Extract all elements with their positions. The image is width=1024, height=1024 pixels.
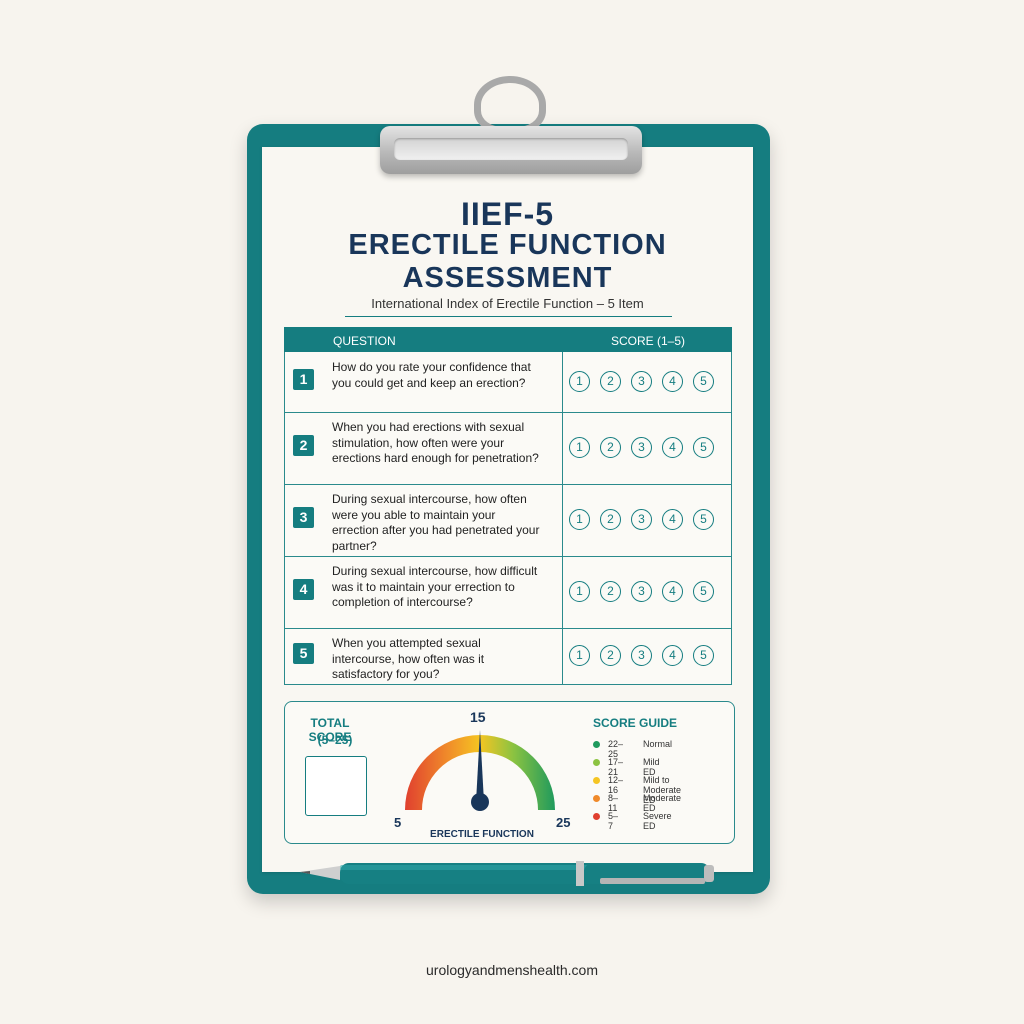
question-text: When you had erections with sexual stimu… xyxy=(332,420,539,465)
score-option-5[interactable]: 5 xyxy=(693,371,714,392)
question-number: 2 xyxy=(293,435,314,456)
column-header-question: QUESTION xyxy=(333,334,396,348)
score-option-3[interactable]: 3 xyxy=(631,437,652,458)
score-guide-range: 8–11 xyxy=(608,793,619,813)
score-guide-dot xyxy=(593,741,600,748)
score-option-5[interactable]: 5 xyxy=(693,581,714,602)
gauge-arc xyxy=(405,735,555,810)
score-option-1[interactable]: 1 xyxy=(569,645,590,666)
score-guide-dot xyxy=(593,759,600,766)
question-number: 1 xyxy=(293,369,314,390)
title-line-1: IIEF-5 xyxy=(460,196,555,232)
gauge-mid-label: 15 xyxy=(470,709,486,725)
table-row: 5 When you attempted sexual intercourse, … xyxy=(285,628,731,684)
score-guide-label: Severe ED xyxy=(643,811,672,831)
question-table xyxy=(284,327,732,685)
column-header-score: SCORE (1–5) xyxy=(611,334,686,348)
score-option-3[interactable]: 3 xyxy=(631,509,652,530)
gauge-max-label: 25 xyxy=(556,815,571,830)
clip-hole xyxy=(494,92,526,114)
score-option-4[interactable]: 4 xyxy=(662,581,683,602)
title-line-2: ERECTILE FUNCTION xyxy=(348,229,667,261)
clip-plate-icon xyxy=(380,126,642,174)
score-option-3[interactable]: 3 xyxy=(631,581,652,602)
score-option-5[interactable]: 5 xyxy=(693,437,714,458)
score-guide-range: 17–21 xyxy=(608,757,624,777)
score-option-4[interactable]: 4 xyxy=(662,645,683,666)
question-text: During sexual intercourse, how often wer… xyxy=(332,492,540,553)
score-guide-range: 22–25 xyxy=(608,739,624,759)
score-guide-range: 5–7 xyxy=(608,811,619,831)
score-guide-range: 12–16 xyxy=(608,775,624,795)
subtitle: International Index of Erectile Function… xyxy=(371,296,644,311)
table-row: 2 When you had erections with sexual stim… xyxy=(285,412,731,485)
total-score-range: (5–25) xyxy=(317,733,353,747)
score-option-2[interactable]: 2 xyxy=(600,371,621,392)
score-option-1[interactable]: 1 xyxy=(569,581,590,602)
footer-website: urologyandmenshealth.com xyxy=(426,962,598,978)
score-option-5[interactable]: 5 xyxy=(693,645,714,666)
question-number: 5 xyxy=(293,643,314,664)
question-number: 3 xyxy=(293,507,314,528)
question-text: How do you rate your confidence that you… xyxy=(332,360,531,390)
score-guide-label: Moderate ED xyxy=(643,793,682,813)
score-option-2[interactable]: 2 xyxy=(600,437,621,458)
score-option-3[interactable]: 3 xyxy=(631,645,652,666)
score-option-4[interactable]: 4 xyxy=(662,509,683,530)
score-option-4[interactable]: 4 xyxy=(662,371,683,392)
score-option-1[interactable]: 1 xyxy=(569,371,590,392)
question-text: During sexual intercourse, how difficult… xyxy=(332,564,538,609)
score-guide-label: Normal xyxy=(643,739,673,749)
score-option-2[interactable]: 2 xyxy=(600,581,621,602)
score-guide-label: Mild ED xyxy=(643,757,660,777)
score-option-1[interactable]: 1 xyxy=(569,437,590,458)
score-option-4[interactable]: 4 xyxy=(662,437,683,458)
score-option-2[interactable]: 2 xyxy=(600,509,621,530)
gauge-caption: ERECTILE FUNCTION xyxy=(430,829,534,840)
total-score-label: TOTAL SCORE xyxy=(308,716,352,744)
question-number: 4 xyxy=(293,579,314,600)
column-divider xyxy=(562,352,563,684)
score-option-1[interactable]: 1 xyxy=(569,509,590,530)
pen-icon xyxy=(300,861,714,886)
title-line-3: ASSESSMENT xyxy=(402,262,613,294)
total-score-input[interactable] xyxy=(305,756,367,816)
erectile-function-gauge xyxy=(405,730,555,811)
table-header: QUESTION SCORE (1–5) xyxy=(284,327,732,352)
score-guide-dot xyxy=(593,795,600,802)
score-guide-dot xyxy=(593,813,600,820)
score-option-3[interactable]: 3 xyxy=(631,371,652,392)
table-row: 3 During sexual intercourse, how often we… xyxy=(285,484,731,557)
score-guide-title: SCORE GUIDE xyxy=(593,716,678,730)
question-text: When you attempted sexual intercourse, h… xyxy=(332,636,485,681)
subtitle-underline xyxy=(345,316,672,317)
table-row: 1 How do you rate your confidence that yo… xyxy=(285,352,731,413)
score-option-5[interactable]: 5 xyxy=(693,509,714,530)
gauge-needle xyxy=(471,730,489,811)
gauge-min-label: 5 xyxy=(394,815,402,830)
table-row: 4 During sexual intercourse, how difficul… xyxy=(285,556,731,629)
score-guide-dot xyxy=(593,777,600,784)
score-option-2[interactable]: 2 xyxy=(600,645,621,666)
score-guide-label: Mild to Moderate ED xyxy=(643,775,682,805)
